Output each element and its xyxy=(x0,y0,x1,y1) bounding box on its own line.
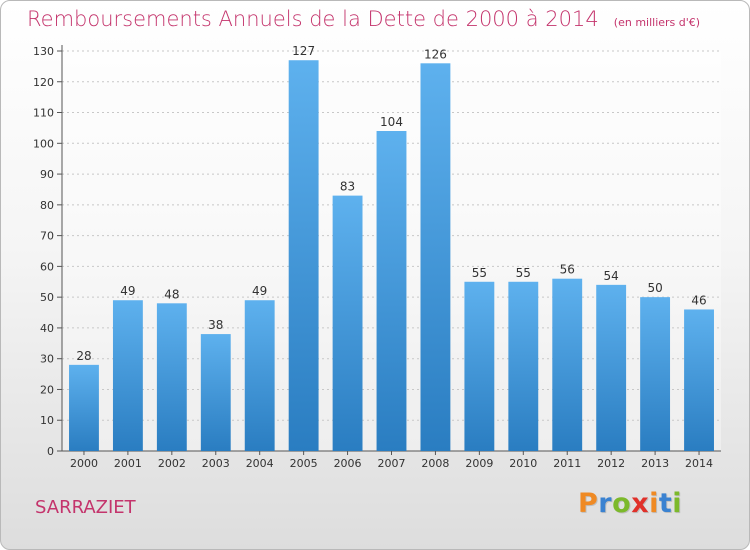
x-tick-label: 2007 xyxy=(378,457,406,470)
y-tick-label: 70 xyxy=(40,230,54,243)
x-tick-label: 2008 xyxy=(421,457,449,470)
brand-letter: i xyxy=(649,488,659,519)
bar xyxy=(640,297,671,451)
x-tick-label: 2002 xyxy=(158,457,186,470)
commune-name: SARRAZIET xyxy=(35,497,136,518)
y-tick-label: 90 xyxy=(40,168,54,181)
bar xyxy=(288,60,319,451)
y-tick-label: 40 xyxy=(40,322,54,335)
bar xyxy=(112,300,143,451)
bar-value-label: 56 xyxy=(560,263,575,277)
y-tick-label: 60 xyxy=(40,260,54,273)
bar-value-label: 49 xyxy=(252,284,267,298)
bar xyxy=(552,278,583,451)
bar xyxy=(244,300,275,451)
unit-note: (en milliers d'€) xyxy=(613,16,701,29)
brand-letter: i xyxy=(672,488,683,519)
bar xyxy=(420,63,451,452)
bar xyxy=(464,281,495,451)
bar-value-label: 126 xyxy=(424,47,447,61)
bar-value-label: 48 xyxy=(164,287,179,301)
y-tick-label: 50 xyxy=(40,291,54,304)
bar xyxy=(376,131,407,451)
chart-title: Remboursements Annuels de la Dette de 20… xyxy=(27,7,599,31)
x-tick-label: 2004 xyxy=(246,457,274,470)
brand-letter: r xyxy=(598,488,613,519)
bar xyxy=(156,303,187,451)
x-tick-label: 2000 xyxy=(70,457,98,470)
y-tick-label: 130 xyxy=(33,45,54,58)
bar-value-label: 46 xyxy=(691,293,706,307)
brand-letter: x xyxy=(631,488,650,519)
bar-value-label: 28 xyxy=(76,349,91,363)
brand-letter: t xyxy=(658,488,673,519)
brand-letter: P xyxy=(578,488,599,519)
brand-logo: Proxiti xyxy=(578,488,682,519)
bar-value-label: 38 xyxy=(208,318,223,332)
x-tick-label: 2013 xyxy=(641,457,669,470)
y-tick-label: 100 xyxy=(33,137,54,150)
x-tick-label: 2014 xyxy=(685,457,713,470)
y-tick-label: 0 xyxy=(47,445,54,458)
x-tick-label: 2003 xyxy=(202,457,230,470)
x-tick-label: 2005 xyxy=(290,457,318,470)
y-tick-label: 20 xyxy=(40,383,54,396)
brand-letter: o xyxy=(612,488,632,519)
y-tick-label: 110 xyxy=(33,107,54,120)
bar xyxy=(684,309,714,451)
y-tick-label: 80 xyxy=(40,199,54,212)
bar-value-label: 55 xyxy=(472,266,487,280)
x-tick-label: 2001 xyxy=(114,457,142,470)
bar-value-label: 83 xyxy=(340,180,355,194)
y-tick-label: 10 xyxy=(40,414,54,427)
bar-value-label: 50 xyxy=(647,281,662,295)
x-tick-label: 2009 xyxy=(465,457,493,470)
chart-title-row: Remboursements Annuels de la Dette de 20… xyxy=(27,7,700,31)
y-tick-label: 120 xyxy=(33,76,54,89)
bar xyxy=(596,284,627,451)
x-tick-label: 2010 xyxy=(509,457,537,470)
y-tick-label: 30 xyxy=(40,353,54,366)
x-tick-label: 2012 xyxy=(597,457,625,470)
bar-value-label: 54 xyxy=(604,269,619,283)
bar xyxy=(200,334,231,451)
bar xyxy=(508,281,539,451)
bar-value-label: 127 xyxy=(292,44,315,58)
bar xyxy=(332,195,363,451)
bar xyxy=(69,364,99,451)
x-tick-label: 2011 xyxy=(553,457,581,470)
bar-value-label: 104 xyxy=(380,115,403,129)
bar-value-label: 55 xyxy=(516,266,531,280)
x-tick-label: 2006 xyxy=(334,457,362,470)
bar-value-label: 49 xyxy=(120,284,135,298)
